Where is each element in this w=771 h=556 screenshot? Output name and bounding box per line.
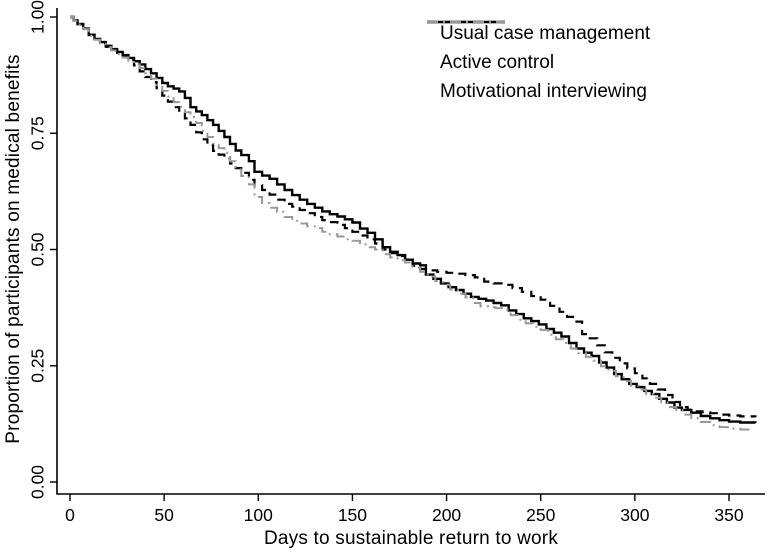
- x-axis-title: Days to sustainable return to work: [263, 528, 559, 549]
- x-tick-label: 50: [154, 505, 174, 525]
- legend-line-motivational-interviewing: [427, 21, 505, 23]
- series-line-motivational-interviewing: [70, 16, 753, 431]
- y-tick-label: 0.25: [28, 349, 48, 383]
- legend-row-motivational-interviewing: Motivational interviewing: [427, 21, 650, 106]
- x-tick-label: 150: [338, 505, 367, 525]
- y-tick-label: 1.00: [28, 0, 48, 34]
- x-tick-label: 0: [65, 505, 75, 525]
- legend-label-active-control: Active control: [440, 51, 555, 73]
- legend: Usual case management Active control Mot…: [427, 19, 650, 106]
- y-tick-label: 0.50: [28, 232, 48, 266]
- x-tick-label: 250: [526, 505, 555, 525]
- x-tick-label: 100: [244, 505, 273, 525]
- series-line-active-control: [70, 15, 757, 418]
- legend-label-usual-case-management: Usual case management: [440, 22, 651, 44]
- legend-label-motivational-interviewing: Motivational interviewing: [440, 80, 647, 102]
- x-tick-label: 300: [620, 505, 649, 525]
- legend-row-active-control: Active control: [427, 20, 650, 77]
- y-axis-title: Proportion of participants on medical be…: [3, 54, 24, 444]
- y-tick-label: 0.00: [28, 465, 48, 499]
- series-line-usual-case-management: [70, 15, 757, 424]
- axes-frame: [56, 8, 765, 495]
- x-tick-label: 350: [714, 505, 743, 525]
- x-tick-label: 200: [432, 505, 461, 525]
- y-tick-label: 0.75: [28, 116, 48, 150]
